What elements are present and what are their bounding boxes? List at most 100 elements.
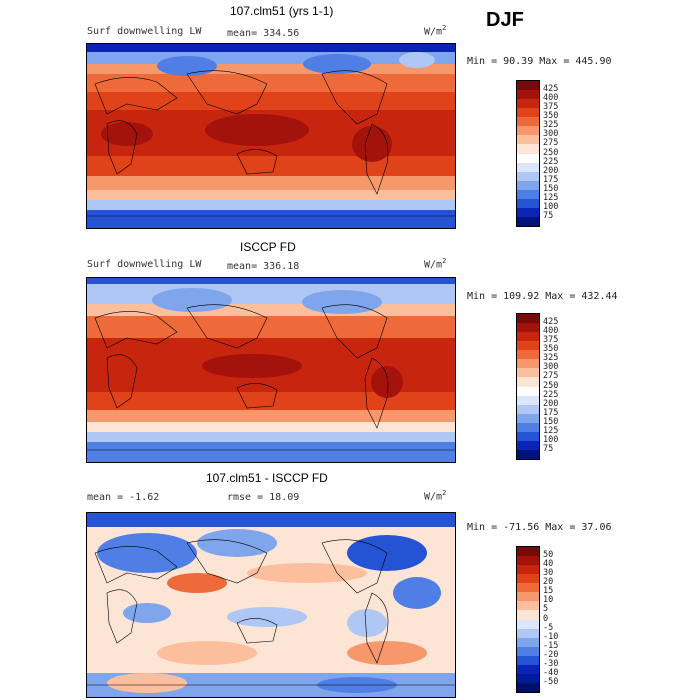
colorbar-swatch bbox=[517, 413, 539, 423]
colorbar-tick-label: -40 bbox=[543, 667, 559, 678]
colorbar-tick-label: 75 bbox=[543, 210, 554, 221]
colorbar-swatch bbox=[517, 162, 539, 172]
colorbar-tick-label: 15 bbox=[543, 586, 554, 597]
colorbar-tick-label: 175 bbox=[543, 407, 559, 418]
colorbar-tick-label: 425 bbox=[543, 84, 559, 95]
colorbar-swatch bbox=[517, 117, 539, 127]
colorbar-swatch bbox=[517, 99, 539, 109]
colorbar-swatch bbox=[517, 592, 539, 602]
panel-2-colorbar bbox=[516, 313, 540, 460]
panel-2-minmax: Min = 109.92 Max = 432.44 bbox=[467, 291, 618, 302]
panel-3-map bbox=[86, 512, 456, 698]
colorbar-swatch bbox=[517, 180, 539, 190]
colorbar-swatch bbox=[517, 359, 539, 369]
colorbar-swatch bbox=[517, 655, 539, 665]
colorbar-swatch bbox=[517, 547, 539, 557]
colorbar-swatch bbox=[517, 664, 539, 674]
colorbar-swatch bbox=[517, 126, 539, 136]
colorbar-swatch bbox=[517, 198, 539, 208]
colorbar-tick-label: 5 bbox=[543, 604, 549, 615]
colorbar-swatch bbox=[517, 323, 539, 333]
colorbar-tick-label: 250 bbox=[543, 380, 559, 391]
colorbar-swatch bbox=[517, 673, 539, 683]
panel-2-colorbar-labels: 425 400 375 350 325 300 275 250 225 200 … bbox=[543, 313, 583, 458]
colorbar-swatch bbox=[517, 565, 539, 575]
colorbar-swatch bbox=[517, 583, 539, 593]
panel-3-mean-label: mean = -1.62 bbox=[87, 492, 160, 503]
colorbar-tick-label: 10 bbox=[543, 595, 554, 606]
colorbar-swatch bbox=[517, 440, 539, 450]
colorbar-tick-label: 250 bbox=[543, 147, 559, 158]
colorbar-tick-label: 200 bbox=[543, 165, 559, 176]
colorbar-swatch bbox=[517, 314, 539, 324]
colorbar-swatch bbox=[517, 646, 539, 656]
colorbar-swatch bbox=[517, 144, 539, 154]
colorbar-swatch bbox=[517, 574, 539, 584]
colorbar-swatch bbox=[517, 341, 539, 351]
colorbar-swatch bbox=[517, 350, 539, 360]
colorbar-tick-label: 275 bbox=[543, 371, 559, 382]
colorbar-swatch bbox=[517, 216, 539, 226]
colorbar-tick-label: 175 bbox=[543, 174, 559, 185]
panel-1-minmax: Min = 90.39 Max = 445.90 bbox=[467, 56, 612, 67]
colorbar-swatch bbox=[517, 171, 539, 181]
colorbar-tick-label: 125 bbox=[543, 425, 559, 436]
colorbar-tick-label: 125 bbox=[543, 192, 559, 203]
colorbar-tick-label: 150 bbox=[543, 416, 559, 427]
colorbar-tick-label: 375 bbox=[543, 335, 559, 346]
colorbar-swatch bbox=[517, 386, 539, 396]
panel-1-units: W/m2 bbox=[424, 24, 447, 38]
colorbar-swatch bbox=[517, 404, 539, 414]
colorbar-swatch bbox=[517, 377, 539, 387]
panel-2-units: W/m2 bbox=[424, 257, 447, 271]
colorbar-tick-label: 225 bbox=[543, 156, 559, 167]
panel-3-colorbar-labels: 50 40 30 20 15 10 5 0 -5 -10 -15 -20 -30… bbox=[543, 546, 583, 691]
colorbar-swatch bbox=[517, 610, 539, 620]
colorbar-tick-label: 30 bbox=[543, 568, 554, 579]
colorbar-tick-label: 150 bbox=[543, 183, 559, 194]
colorbar-swatch bbox=[517, 368, 539, 378]
colorbar-tick-label: -15 bbox=[543, 640, 559, 651]
colorbar-tick-label: 200 bbox=[543, 398, 559, 409]
colorbar-tick-label: 375 bbox=[543, 102, 559, 113]
colorbar-swatch bbox=[517, 619, 539, 629]
panel-1-mean-label: mean= 334.56 bbox=[227, 28, 300, 39]
colorbar-swatch bbox=[517, 556, 539, 566]
colorbar-swatch bbox=[517, 153, 539, 163]
panel-1-title: 107.clm51 (yrs 1-1) bbox=[230, 4, 334, 18]
colorbar-swatch bbox=[517, 431, 539, 441]
colorbar-swatch bbox=[517, 682, 539, 692]
colorbar-tick-label: -50 bbox=[543, 676, 559, 687]
panel-2-mean-label: mean= 336.18 bbox=[227, 261, 300, 272]
colorbar-tick-label: 75 bbox=[543, 443, 554, 454]
panel-1-variable-label: Surf downwelling LW bbox=[87, 26, 202, 37]
colorbar-tick-label: 100 bbox=[543, 434, 559, 445]
panel-1-map bbox=[86, 43, 456, 229]
colorbar-swatch bbox=[517, 422, 539, 432]
colorbar-tick-label: 100 bbox=[543, 201, 559, 212]
panel-1-colorbar bbox=[516, 80, 540, 227]
colorbar-swatch bbox=[517, 189, 539, 199]
panel-2-title: ISCCP FD bbox=[240, 240, 296, 254]
panel-3-colorbar bbox=[516, 546, 540, 693]
panel-3-minmax: Min = -71.56 Max = 37.06 bbox=[467, 522, 612, 533]
colorbar-swatch bbox=[517, 207, 539, 217]
colorbar-swatch bbox=[517, 135, 539, 145]
colorbar-tick-label: 50 bbox=[543, 550, 554, 561]
colorbar-tick-label: 350 bbox=[543, 344, 559, 355]
colorbar-tick-label: 300 bbox=[543, 129, 559, 140]
panel-3-rmse-label: rmse = 18.09 bbox=[227, 492, 300, 503]
season-label: DJF bbox=[486, 9, 524, 31]
colorbar-tick-label: 40 bbox=[543, 559, 554, 570]
colorbar-swatch bbox=[517, 449, 539, 459]
colorbar-swatch bbox=[517, 637, 539, 647]
colorbar-tick-label: -5 bbox=[543, 622, 554, 633]
panel-1-colorbar-labels: 425 400 375 350 325 300 275 250 225 200 … bbox=[543, 80, 583, 225]
colorbar-tick-label: 225 bbox=[543, 389, 559, 400]
panel-3-title: 107.clm51 - ISCCP FD bbox=[206, 471, 328, 485]
panel-2-variable-label: Surf downwelling LW bbox=[87, 259, 202, 270]
colorbar-tick-label: 20 bbox=[543, 577, 554, 588]
panel-2-map bbox=[86, 277, 456, 463]
colorbar-swatch bbox=[517, 395, 539, 405]
colorbar-tick-label: 0 bbox=[543, 613, 549, 624]
